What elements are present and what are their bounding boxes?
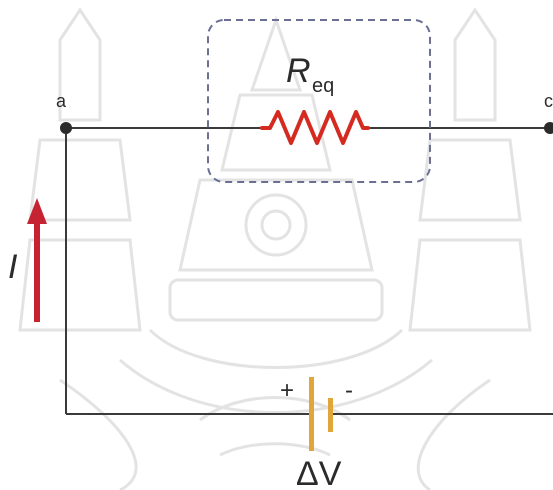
node-c-label: c [544,91,553,111]
voltage-label: ΔV [296,455,342,490]
current-arrow-icon [27,198,47,322]
battery-plus-label: + [280,377,294,404]
equivalent-resistor-box [207,19,431,183]
node-c-dot [544,122,553,134]
resistor-subscript: eq [312,75,334,97]
battery-minus-label: - [345,377,353,404]
battery-icon [309,377,333,451]
resistor-zigzag [260,110,370,145]
node-a-dot [60,122,72,134]
current-label: I [8,248,18,286]
watermark-emblem [18,7,532,490]
node-a-label: a [56,91,67,111]
wires [65,127,553,415]
resistor-label: R [286,52,311,90]
